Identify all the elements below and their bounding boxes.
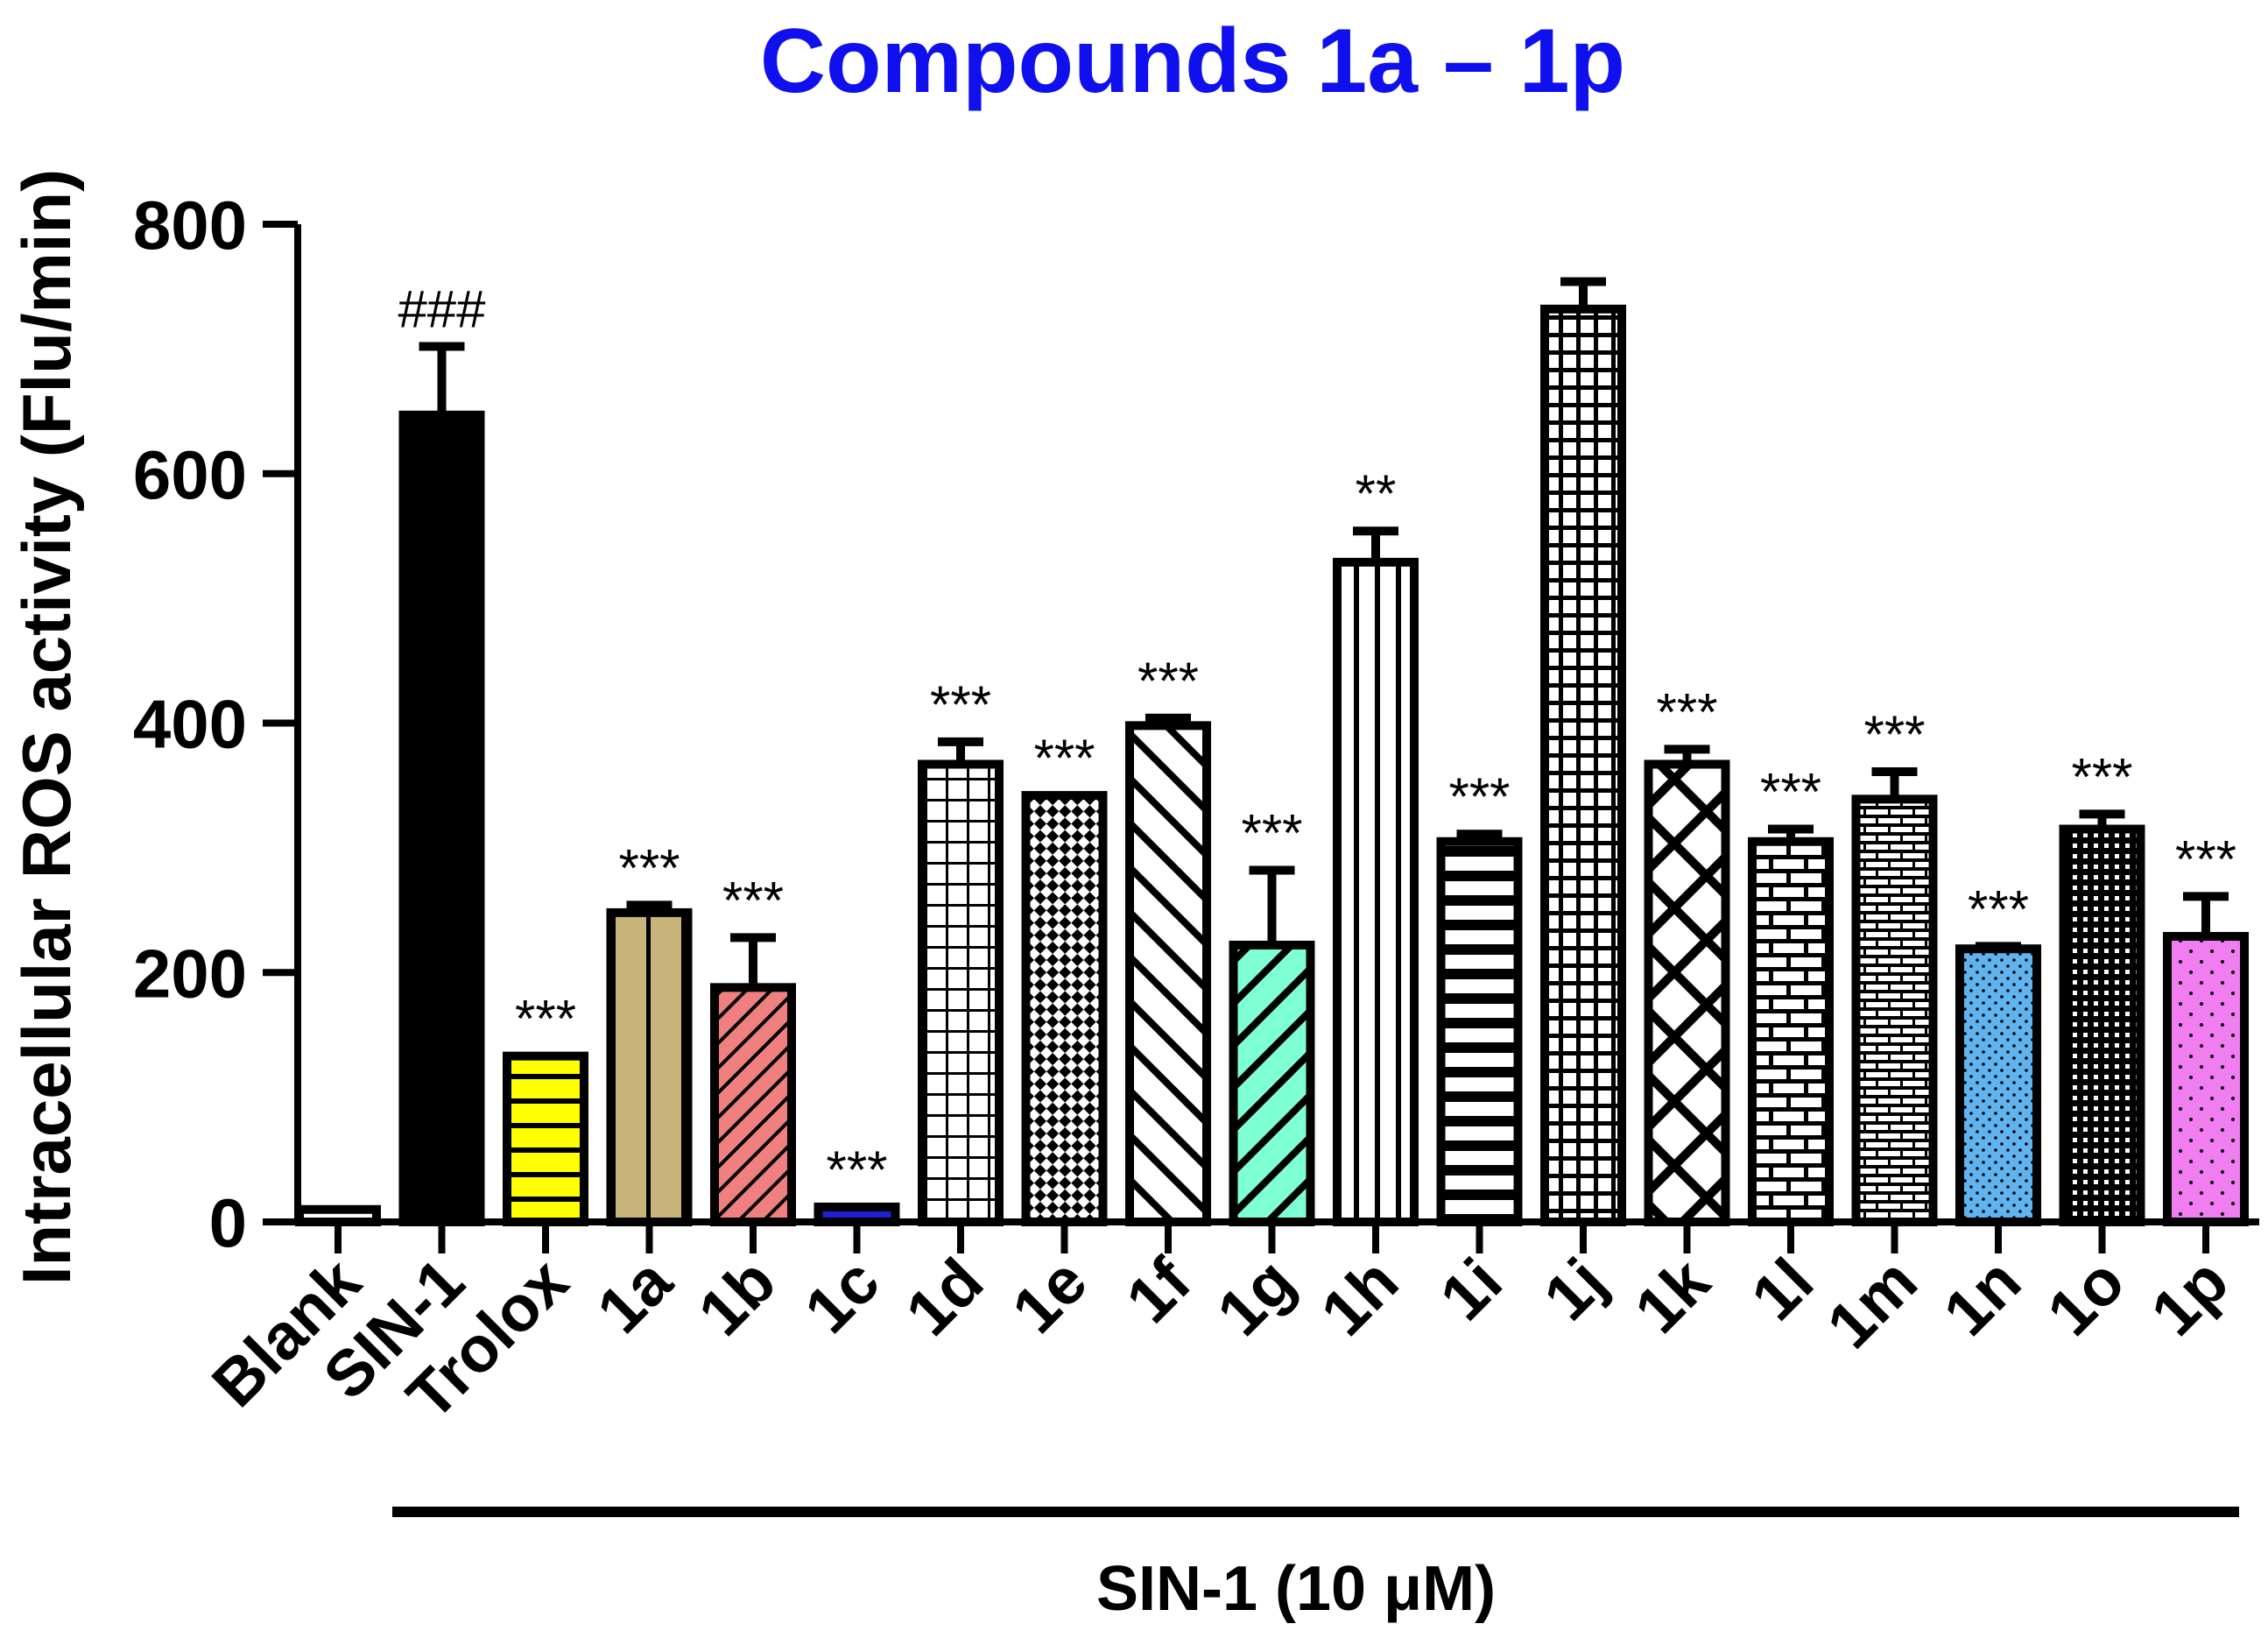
category-label: 1c [791, 1245, 893, 1347]
bar [1229, 940, 1315, 1226]
significance-label: *** [1656, 682, 1717, 741]
category-label: 1p [2138, 1245, 2243, 1350]
bar [1851, 794, 1938, 1226]
significance-label: *** [1448, 767, 1510, 826]
significance-label: ### [398, 280, 486, 339]
y-tick-label: 0 [209, 1184, 247, 1261]
y-tick-label: 800 [133, 187, 247, 264]
significance-label: *** [1138, 652, 1199, 710]
category-label: 1n [1930, 1245, 2035, 1350]
significance-label: *** [1968, 879, 2029, 938]
bar [1021, 791, 1108, 1226]
bar [606, 907, 693, 1227]
chart-title: Compounds 1a – 1p [760, 11, 1625, 112]
bar [295, 1204, 381, 1226]
bars: ###*************************************… [295, 277, 2249, 1227]
bar [1540, 304, 1626, 1227]
significance-label: *** [618, 838, 680, 897]
bar [814, 1202, 900, 1227]
category-label: 1h [1307, 1245, 1412, 1350]
significance-label: *** [930, 675, 991, 734]
category-label: 1j [1530, 1245, 1619, 1334]
category-label: 1f [1112, 1244, 1204, 1336]
category-label: 1e [998, 1245, 1101, 1347]
significance-label: *** [1863, 705, 1925, 764]
bar [2163, 931, 2249, 1227]
significance-label: *** [1033, 729, 1095, 787]
bar [503, 1051, 588, 1226]
y-tick-label: 200 [133, 935, 247, 1012]
category-label: 1o [2033, 1245, 2138, 1350]
significance-label: *** [1760, 763, 1821, 822]
bar [398, 410, 485, 1226]
treatment-bracket-label: SIN-1 (10 μM) [1096, 1554, 1496, 1624]
significance-label: *** [826, 1140, 887, 1199]
significance-label: *** [515, 990, 576, 1048]
category-label: 1k [1621, 1244, 1723, 1346]
bar [1436, 837, 1523, 1226]
bar [1125, 721, 1211, 1226]
bar [1644, 759, 1730, 1226]
category-label: 1i [1426, 1245, 1515, 1334]
significance-label: *** [722, 871, 784, 929]
significance-label: *** [2175, 830, 2236, 888]
category-label: 1b [685, 1245, 790, 1350]
category-label: 1g [1203, 1245, 1308, 1350]
significance-label: ** [1356, 464, 1397, 523]
significance-label: *** [1241, 804, 1302, 863]
bar [710, 983, 796, 1226]
significance-label: *** [2071, 747, 2132, 806]
bar [1955, 944, 2041, 1226]
y-axis-label: Intracellular ROS activity (Flu/min) [8, 169, 85, 1285]
category-label: 1l [1737, 1245, 1827, 1334]
y-tick-label: 600 [133, 436, 247, 513]
bar [2059, 824, 2145, 1226]
bar [1333, 557, 1419, 1226]
bar [918, 759, 1004, 1226]
bar [1748, 837, 1834, 1226]
y-tick-label: 400 [133, 686, 247, 763]
category-label: 1a [583, 1244, 686, 1346]
category-label: 1m [1813, 1245, 1930, 1362]
category-label: 1d [892, 1245, 997, 1350]
y-ticks: 0 200 400 600 800 [133, 187, 298, 1261]
